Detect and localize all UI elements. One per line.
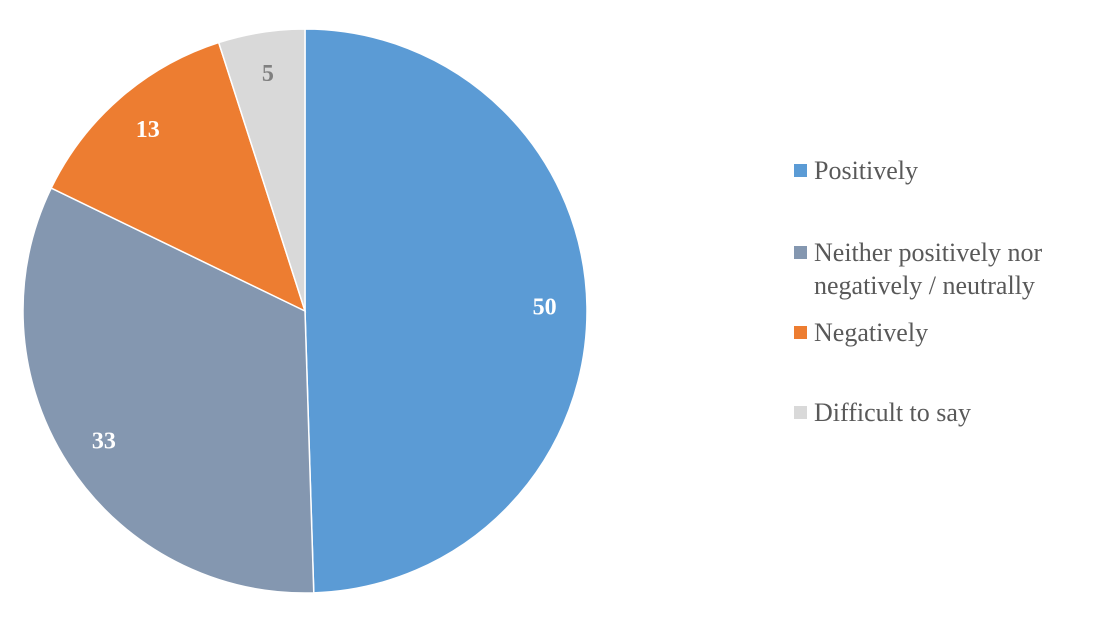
legend-item-positively: Positively <box>794 154 1084 187</box>
legend-item-negatively: Negatively <box>794 316 1084 349</box>
pie-data-labels: 50 33 13 5 <box>92 61 557 454</box>
legend-swatch-negatively <box>794 326 807 339</box>
data-label-positively: 50 <box>533 294 557 320</box>
pie-slice-positively <box>304 28 588 594</box>
legend-label-positively: Positively <box>814 156 919 185</box>
data-label-neutral: 33 <box>92 428 116 454</box>
pie-chart: 50 33 13 5 <box>22 28 588 594</box>
pie-slice-difficult <box>217 28 306 312</box>
legend-item-difficult: Difficult to say <box>794 396 1084 429</box>
legend-label-negatively: Negatively <box>814 318 929 347</box>
pie-slice-negatively <box>50 41 307 313</box>
pie-slices <box>22 28 588 594</box>
legend-swatch-positively <box>794 164 807 177</box>
legend-swatch-neutral <box>794 246 807 259</box>
data-label-difficult: 5 <box>262 61 274 87</box>
legend-item-neutral: Neither positively nor negatively / neut… <box>794 236 1084 302</box>
legend-label-neutral: Neither positively nor negatively / neut… <box>814 238 1043 300</box>
pie-slice-neutral <box>22 187 315 594</box>
legend-swatch-difficult <box>794 406 807 419</box>
legend-label-difficult: Difficult to say <box>814 398 971 427</box>
data-label-negatively: 13 <box>136 117 160 143</box>
